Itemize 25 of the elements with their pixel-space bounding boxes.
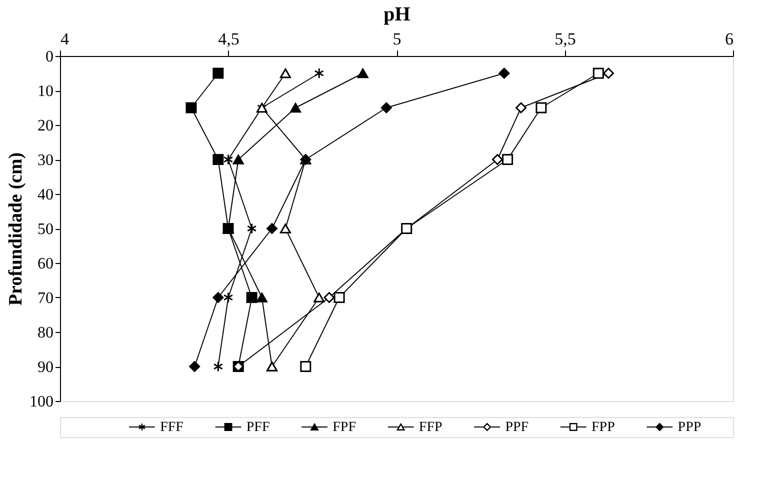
- x-axis-title: pH: [384, 4, 411, 26]
- legend-label: PPP: [678, 420, 702, 435]
- x-tick-label: 5,5: [554, 30, 576, 48]
- y-tick-label: 50: [38, 221, 54, 238]
- x-tick-label: 4: [60, 30, 70, 48]
- y-tick-label: 60: [38, 256, 54, 272]
- x-tick-label: 6: [725, 30, 734, 48]
- legend-label: PPF: [505, 420, 529, 435]
- y-tick-label: 90: [38, 359, 54, 376]
- y-tick-label: 40: [38, 186, 54, 204]
- legend-label: FFP: [418, 420, 443, 435]
- y-tick-label: 20: [38, 118, 54, 134]
- y-tick-label: 0: [46, 48, 54, 66]
- y-tick-label: 80: [38, 324, 54, 342]
- legend-label: PFF: [246, 420, 270, 435]
- x-tick-label: 4,5: [218, 30, 240, 48]
- legend-label: FFF: [160, 420, 184, 435]
- y-tick-label: 100: [30, 394, 54, 410]
- y-tick-label: 30: [38, 152, 54, 169]
- legend-label: FPP: [591, 420, 616, 435]
- y-axis-title: Profundidade (cm): [6, 152, 26, 306]
- legend-label: FPF: [332, 420, 356, 435]
- y-tick-label: 10: [38, 83, 54, 100]
- x-tick-label: 5: [392, 30, 402, 48]
- y-tick-label: 70: [38, 290, 54, 307]
